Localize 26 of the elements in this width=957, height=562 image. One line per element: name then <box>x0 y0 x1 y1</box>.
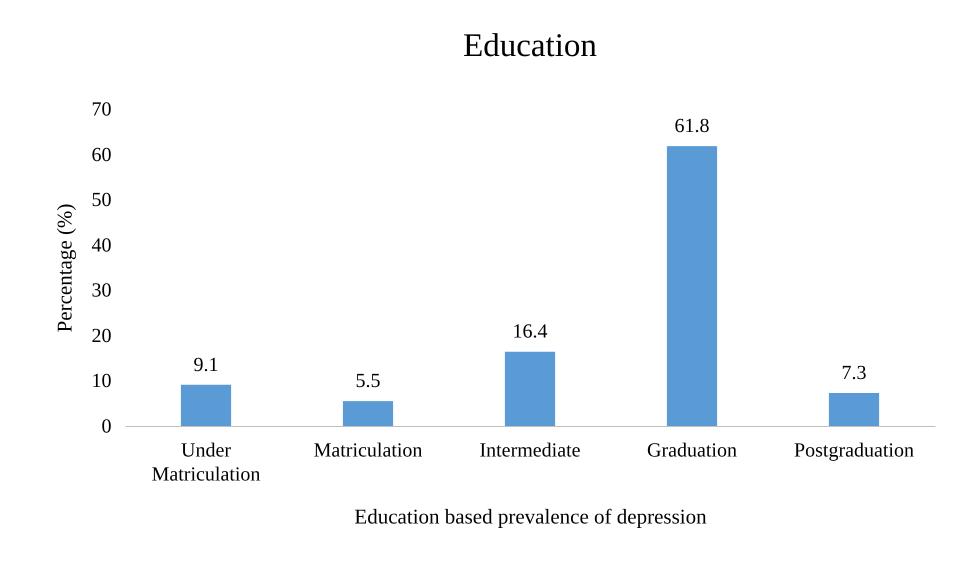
bar <box>180 384 232 426</box>
y-tick-label: 0 <box>102 416 112 438</box>
x-tick-label: Graduation <box>647 440 737 462</box>
data-label: 7.3 <box>842 362 866 384</box>
chart-title: Education <box>463 28 597 64</box>
y-tick-label: 10 <box>92 370 112 392</box>
bar <box>666 146 718 426</box>
x-tick-label: Under Matriculation <box>152 440 260 486</box>
x-tick-label: Matriculation <box>314 440 422 462</box>
data-label: 61.8 <box>674 115 710 138</box>
y-tick-label: 70 <box>92 98 112 120</box>
y-tick-label: 30 <box>92 280 112 302</box>
data-label: 9.1 <box>194 354 218 376</box>
y-tick-label: 60 <box>92 144 112 166</box>
y-tick-label: 50 <box>92 189 112 212</box>
x-tick-label: Intermediate <box>479 440 581 462</box>
y-axis-title: Percentage (%) <box>52 204 76 332</box>
y-tick-label: 40 <box>92 234 112 256</box>
bar <box>504 352 556 426</box>
data-label: 16.4 <box>512 320 548 343</box>
x-tick-label: Postgraduation <box>794 440 914 462</box>
data-label: 5.5 <box>356 370 380 392</box>
x-axis-title: Education based prevalence of depression <box>354 504 708 528</box>
bar <box>828 392 880 426</box>
y-tick-label: 20 <box>92 324 112 347</box>
bar <box>342 401 394 426</box>
